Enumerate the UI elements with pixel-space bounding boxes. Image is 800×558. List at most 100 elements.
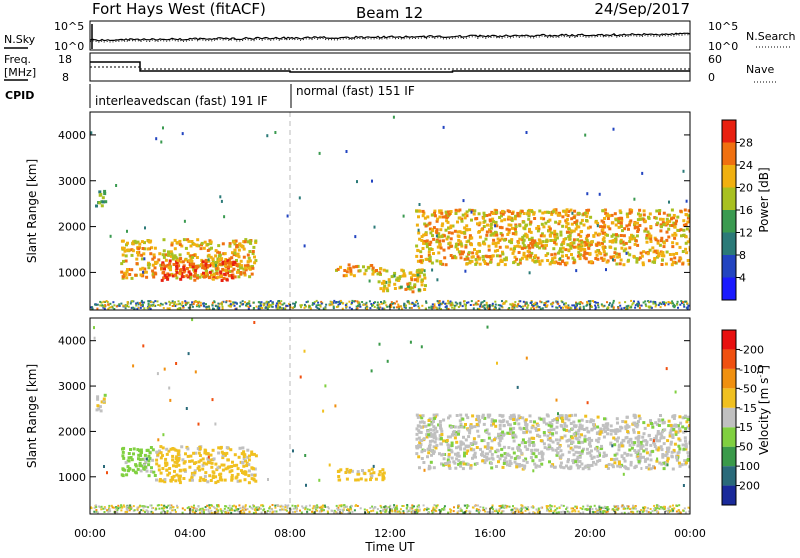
- heatmap-cell: [407, 301, 409, 303]
- heatmap-cell: [369, 507, 371, 509]
- heatmap-cell: [426, 509, 428, 511]
- heatmap-cell: [586, 448, 589, 451]
- heatmap-cell: [336, 505, 338, 507]
- heatmap-cell: [624, 420, 627, 423]
- heatmap-cell: [416, 274, 419, 277]
- heatmap-cell: [493, 438, 496, 441]
- heatmap-cell: [441, 508, 443, 510]
- heatmap-cell: [626, 215, 629, 218]
- heatmap-cell: [376, 512, 378, 514]
- heatmap-cell: [648, 301, 650, 303]
- heatmap-cell: [187, 240, 190, 243]
- heatmap-cell: [426, 239, 429, 242]
- heatmap-cell: [240, 507, 242, 509]
- heatmap-cell: [471, 251, 474, 254]
- heatmap-cell: [440, 430, 443, 433]
- heatmap-cell: [563, 238, 566, 241]
- heatmap-cell: [459, 446, 462, 449]
- heatmap-cell: [488, 249, 491, 252]
- heatmap-cell: [497, 460, 500, 463]
- heatmap-cell: [493, 419, 496, 422]
- heatmap-cell: [394, 510, 396, 512]
- heatmap-cell: [514, 457, 517, 460]
- heatmap-cell: [417, 303, 419, 305]
- heatmap-cell: [227, 265, 230, 268]
- heatmap-cell: [475, 258, 478, 261]
- heatmap-cell: [404, 288, 407, 291]
- heatmap-cell: [515, 465, 518, 468]
- heatmap-cell: [202, 479, 205, 482]
- heatmap-cell: [679, 246, 682, 249]
- heatmap-cell: [671, 241, 674, 244]
- heatmap-cell: [208, 306, 210, 308]
- heatmap-cell: [527, 250, 530, 253]
- heatmap-cell: [429, 222, 432, 225]
- heatmap-cell: [191, 479, 194, 482]
- heatmap-cell: [435, 447, 438, 450]
- heatmap-cell: [449, 226, 452, 229]
- heatmap-cell: [280, 300, 282, 302]
- heatmap-cell: [687, 259, 690, 262]
- noise-sky-trace: [90, 33, 690, 41]
- heatmap-cell: [649, 438, 652, 441]
- heatmap-cell: [446, 305, 448, 307]
- heatmap-cell: [629, 444, 632, 447]
- heatmap-cell: [669, 302, 671, 304]
- heatmap-cell: [676, 216, 679, 219]
- heatmap-cell: [422, 414, 425, 417]
- heatmap-cell: [441, 224, 444, 227]
- heatmap-cell: [325, 304, 327, 306]
- heatmap-cell: [411, 302, 413, 304]
- heatmap-cell: [235, 464, 238, 467]
- heatmap-cell: [529, 420, 532, 423]
- heatmap-cell: [584, 415, 587, 418]
- heatmap-cell: [543, 431, 546, 434]
- heatmap-cell: [439, 423, 442, 426]
- heatmap-cell: [460, 256, 463, 259]
- heatmap-cell: [443, 457, 446, 460]
- heatmap-cell: [490, 223, 493, 226]
- heatmap-cell: [465, 307, 467, 309]
- heatmap-cell: [623, 307, 625, 309]
- heatmap-cell: [610, 429, 613, 432]
- heatmap-cell: [682, 219, 685, 222]
- heatmap-cell: [199, 476, 202, 479]
- heatmap-cell: [150, 446, 153, 449]
- heatmap-cell: [222, 452, 225, 455]
- heatmap-cell: [177, 453, 180, 456]
- heatmap-cell: [568, 414, 571, 417]
- heatmap-cell: [453, 510, 455, 512]
- heatmap-cell: [564, 210, 567, 213]
- heatmap-cell: [580, 230, 583, 233]
- velocity-heatmap: [90, 318, 693, 514]
- heatmap-cell: [610, 458, 613, 461]
- heatmap-cell: [449, 467, 452, 470]
- heatmap-cell: [678, 415, 681, 418]
- heatmap-cell: [644, 506, 646, 508]
- heatmap-cell: [431, 440, 434, 443]
- heatmap-cell: [464, 216, 467, 219]
- heatmap-cell: [388, 278, 391, 281]
- heatmap-cell: [481, 459, 484, 462]
- heatmap-cell: [498, 510, 500, 512]
- heatmap-cell: [365, 269, 368, 272]
- heatmap-cell: [630, 461, 633, 464]
- heatmap-cell: [218, 473, 221, 476]
- heatmap-cell: [187, 507, 189, 509]
- heatmap-cell: [499, 439, 502, 442]
- heatmap-cell: [467, 429, 470, 432]
- heatmap-cell: [377, 302, 379, 304]
- heatmap-cell: [234, 453, 237, 456]
- heatmap-cell: [484, 307, 486, 309]
- heatmap-cell: [435, 231, 438, 234]
- heatmap-cell: [671, 434, 674, 437]
- heatmap-cell: [588, 467, 591, 470]
- heatmap-cell: [485, 452, 488, 455]
- heatmap-cell: [622, 439, 625, 442]
- heatmap-cell: [191, 256, 194, 259]
- heatmap-cell: [632, 505, 634, 507]
- heatmap-cell: [396, 301, 398, 303]
- heatmap-cell: [251, 267, 254, 270]
- heatmap-cell: [687, 307, 689, 309]
- heatmap-cell: [677, 307, 679, 309]
